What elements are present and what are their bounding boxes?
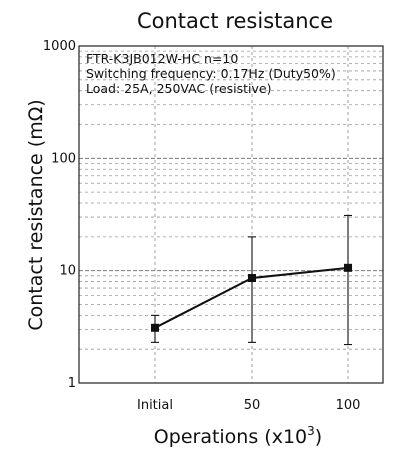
data-point xyxy=(248,274,256,283)
series-layer xyxy=(151,214,352,346)
x-axis-label-close: ) xyxy=(315,426,322,448)
x-axis-label-superscript: 3 xyxy=(307,424,315,438)
data-point xyxy=(344,263,352,272)
tick-labels: 1 10 100 1000 Initial 50 100 xyxy=(43,39,361,413)
x-axis-label-text: Operations (x10 xyxy=(154,426,307,448)
x-tick-label: 100 xyxy=(336,398,361,413)
y-tick-label: 100 xyxy=(51,151,76,166)
annotation-box: FTR-K3JB012W-HC n=10 Switching frequency… xyxy=(86,51,336,96)
grid-layer xyxy=(79,46,383,383)
y-tick-label: 1 xyxy=(68,376,76,391)
y-axis-label: Contact resistance (mΩ) xyxy=(25,99,47,330)
x-axis-label: Operations (x103) xyxy=(154,424,322,448)
x-tick-label: 50 xyxy=(244,398,261,413)
annotation-line-3: Load: 25A, 250VAC (resistive) xyxy=(86,81,272,96)
annotation-line-2: Switching frequency: 0.17Hz (Duty50%) xyxy=(86,66,336,81)
plot-frame xyxy=(78,45,384,384)
annotation-line-1: FTR-K3JB012W-HC n=10 xyxy=(86,51,238,66)
data-point xyxy=(151,323,159,332)
y-tick-label: 1000 xyxy=(43,39,76,54)
y-tick-label: 10 xyxy=(59,264,76,279)
chart-title: Contact resistance xyxy=(137,9,333,33)
x-tick-label: Initial xyxy=(137,398,173,413)
